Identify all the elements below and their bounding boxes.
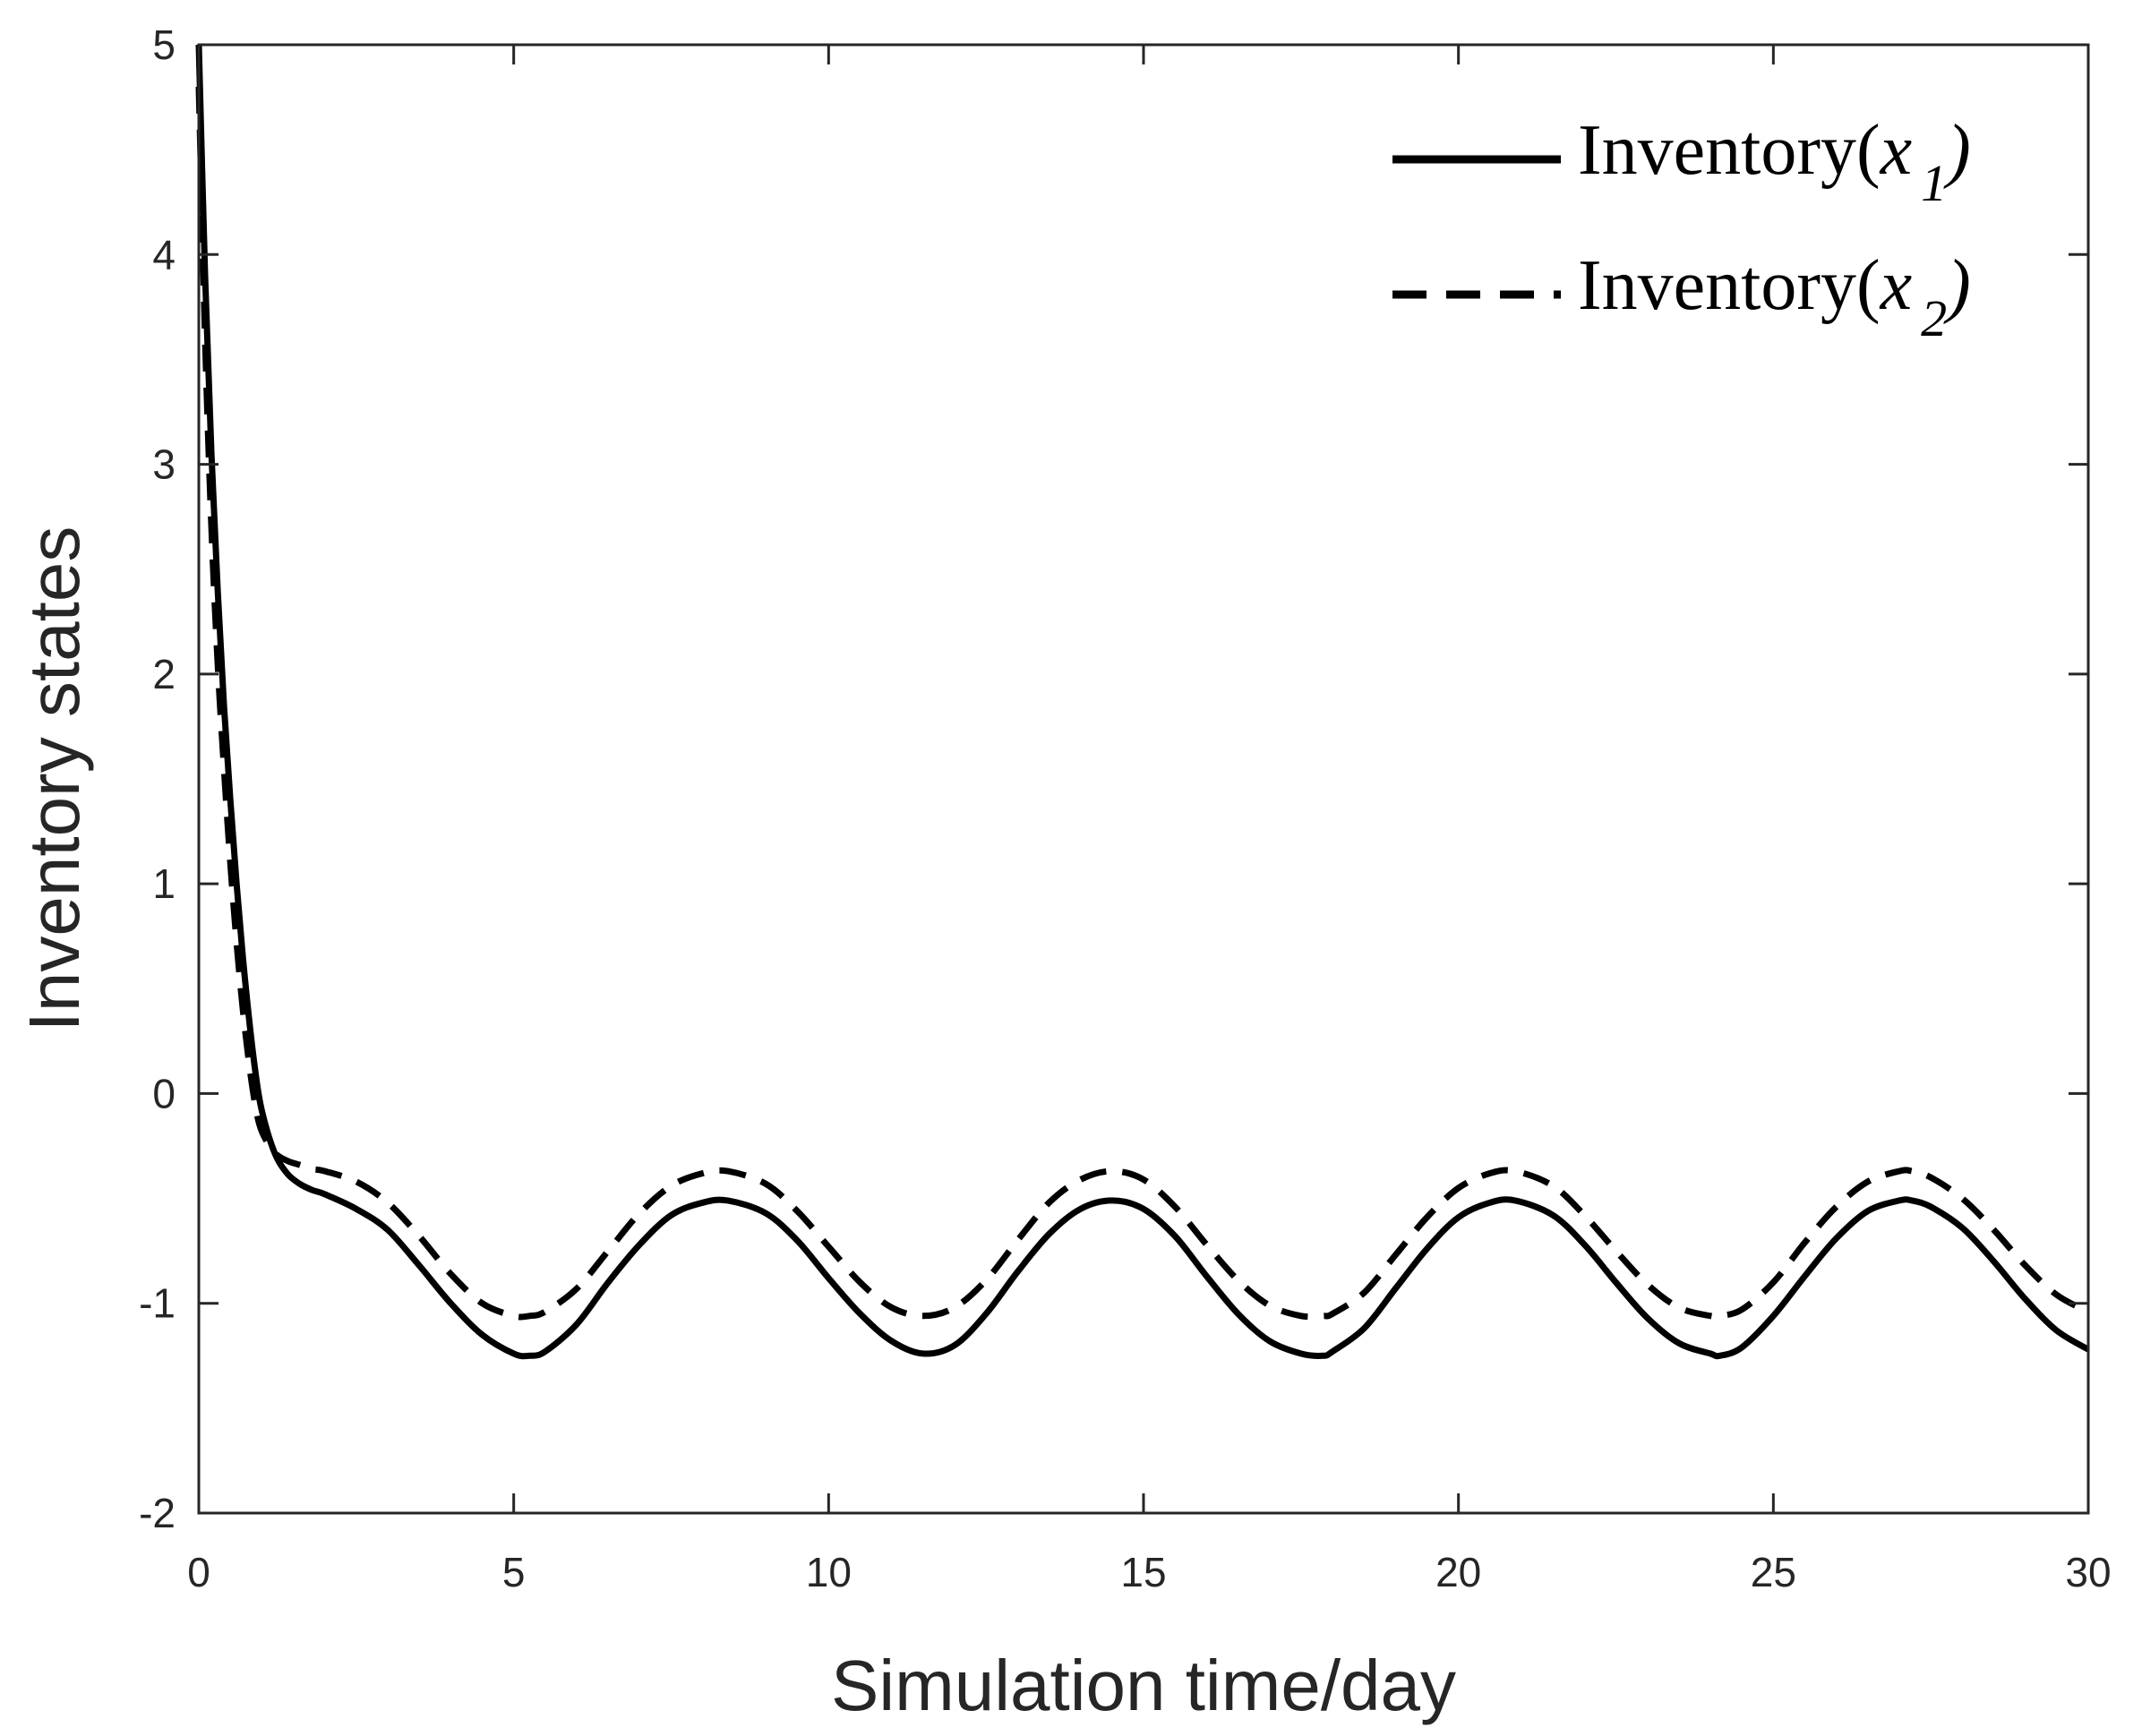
x-tick-label: 25	[1751, 1549, 1796, 1595]
series-line-1	[195, 44, 2090, 1360]
y-tick-label: -2	[139, 1490, 176, 1536]
x-tick-label: 10	[806, 1549, 852, 1595]
x-tick-label: 15	[1120, 1549, 1166, 1595]
legend-label-x1-var: x	[1880, 111, 1913, 190]
legend-label-x2: Inventory(x 2)	[1578, 246, 1971, 347]
legend-label-x1-prefix: Inventory(	[1578, 111, 1881, 190]
legend: Inventory(x 1) Inventory(x 2)	[1392, 111, 1971, 347]
y-tick-label: 0	[152, 1070, 176, 1116]
legend-label-x1-sub: 1	[1921, 154, 1947, 212]
x-tick-label: 30	[2065, 1549, 2111, 1595]
series-layer	[195, 44, 2090, 1360]
y-tick-label: 5	[152, 21, 176, 68]
x-axis-label: Simulation time/day	[831, 1646, 1456, 1725]
y-tick-label: 3	[152, 441, 176, 488]
legend-label-x2-suffix: )	[1943, 246, 1971, 325]
legend-label-x1-suffix: )	[1943, 111, 1971, 190]
legend-label-x2-prefix: Inventory(	[1578, 246, 1881, 325]
x-tick-label: 20	[1435, 1549, 1481, 1595]
y-tick-label: -1	[139, 1280, 176, 1327]
plot-area	[199, 45, 2088, 1513]
x-tick-label: 0	[187, 1549, 210, 1595]
x-tick-label: 5	[502, 1549, 526, 1595]
y-tick-label: 2	[152, 651, 176, 697]
y-tick-label: 4	[152, 231, 176, 278]
ticks-layer: 0 5 10 15 20 25 30 -2 -1 0 1 2 3 4 5	[139, 21, 2111, 1595]
legend-label-x2-sub: 2	[1921, 289, 1947, 347]
legend-label-x1: Inventory(x 1)	[1578, 111, 1971, 212]
y-axis-label: Inventory states	[14, 526, 94, 1032]
series-line-2	[195, 86, 2090, 1321]
y-tick-label: 1	[152, 860, 176, 907]
legend-label-x2-var: x	[1880, 246, 1913, 325]
